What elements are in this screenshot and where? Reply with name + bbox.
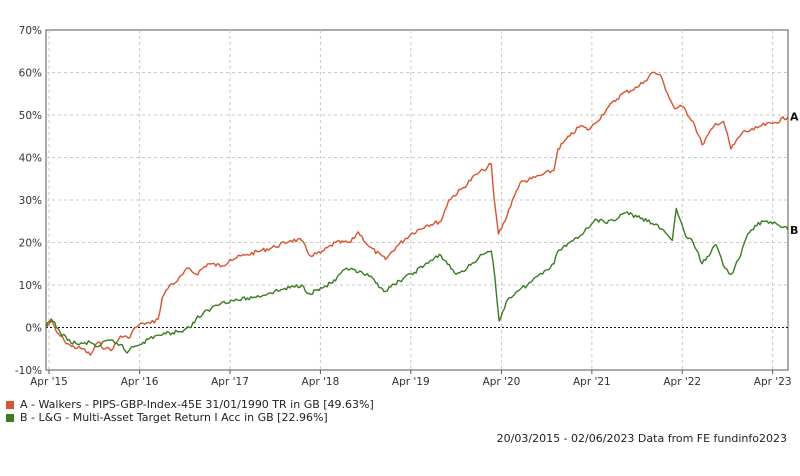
- series-end-labels: AB: [790, 111, 799, 237]
- legend-item-a: A - Walkers - PIPS-GBP-Index-45E 31/01/1…: [6, 398, 374, 411]
- x-tick-label: Apr '18: [302, 376, 340, 388]
- x-tick-label: Apr '19: [392, 376, 430, 388]
- legend-label-b: B - L&G - Multi-Asset Target Return I Ac…: [20, 411, 328, 424]
- y-tick-label: 50%: [19, 110, 42, 122]
- series-line-a: [45, 71, 789, 356]
- y-tick-label: 20%: [19, 238, 42, 250]
- y-axis-ticks: 70% 60% 50% 40% 30% 20% 10% 0% -10%: [15, 25, 42, 377]
- grid-lines: [46, 30, 788, 370]
- y-tick-label: 0%: [25, 323, 42, 335]
- y-tick-label: 10%: [19, 280, 42, 292]
- series-line-b: [45, 207, 789, 354]
- x-tick-label: Apr '23: [754, 376, 792, 388]
- x-tick-label: Apr '22: [663, 376, 701, 388]
- x-tick-label: Apr '15: [30, 376, 68, 388]
- y-tick-label: 30%: [19, 195, 42, 207]
- y-tick-label: 40%: [19, 153, 42, 165]
- series-lines: [45, 71, 789, 356]
- series-end-label-b: B: [790, 224, 798, 237]
- legend-swatch-a: [6, 400, 14, 409]
- series-end-label-a: A: [790, 111, 799, 124]
- x-tick-label: Apr '16: [121, 376, 159, 388]
- legend-item-b: B - L&G - Multi-Asset Target Return I Ac…: [6, 411, 328, 424]
- x-tick-label: Apr '20: [483, 376, 521, 388]
- legend-swatch-b: [6, 413, 14, 422]
- y-tick-label: 70%: [19, 25, 42, 37]
- legend-label-a: A - Walkers - PIPS-GBP-Index-45E 31/01/1…: [20, 398, 374, 411]
- x-tick-label: Apr '17: [211, 376, 249, 388]
- y-tick-label: 60%: [19, 68, 42, 80]
- x-axis-ticks: Apr '15 Apr '16 Apr '17 Apr '18 Apr '19 Apr '…: [30, 370, 792, 388]
- data-source-footer: 20/03/2015 - 02/06/2023 Data from FE fun…: [496, 432, 787, 445]
- x-tick-label: Apr '21: [573, 376, 611, 388]
- y-tick-label: -10%: [15, 365, 42, 377]
